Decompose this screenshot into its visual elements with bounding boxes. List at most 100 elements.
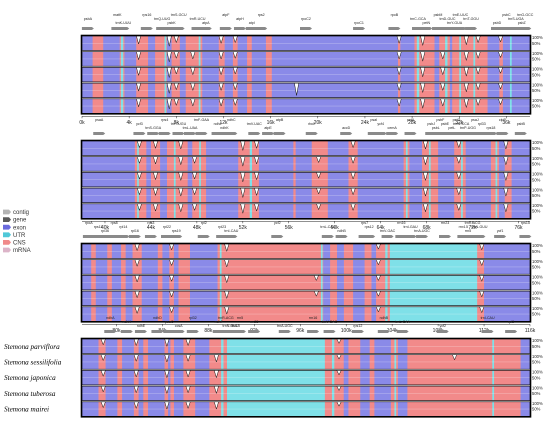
gene-arrow <box>199 27 212 30</box>
gene-label: rpl22 <box>163 225 171 229</box>
identity-dip <box>376 259 381 265</box>
identity-curve <box>134 243 140 252</box>
identity-dip <box>294 83 299 96</box>
y-tick-label: 50% <box>532 344 541 349</box>
y-tick-label: 50% <box>532 88 541 93</box>
gene-label: trnV-UAC <box>247 122 263 126</box>
gene-arrow <box>140 27 153 30</box>
x-tick-label: 84k <box>158 328 167 334</box>
identity-dip <box>167 83 172 94</box>
y-tick-label: 50% <box>532 280 541 285</box>
identity-dip <box>440 83 445 91</box>
identity-dip <box>169 306 174 313</box>
identity-dip <box>218 67 224 75</box>
gene-arrow <box>436 330 449 333</box>
gene-arrow <box>496 132 509 135</box>
identity-curve <box>475 35 481 44</box>
identity-curve <box>153 188 158 197</box>
identity-dip <box>440 51 445 59</box>
identity-curve <box>503 156 509 166</box>
identity-dip <box>423 172 428 181</box>
gene-arrow <box>374 132 387 135</box>
identity-dip <box>101 354 106 361</box>
identity-dip <box>475 83 481 90</box>
gene-label: matK <box>113 13 122 17</box>
identity-dip <box>316 156 321 163</box>
identity-dip <box>464 67 469 77</box>
gene-arrow <box>161 235 174 238</box>
gene-label: rps11 <box>94 225 103 229</box>
identity-dip <box>164 339 170 347</box>
gene-label: trnT-UGU <box>171 122 187 126</box>
identity-dip <box>169 275 174 282</box>
gene-arrow <box>404 132 417 135</box>
gene-arrow <box>340 132 353 135</box>
x-tick-label: 32k <box>455 120 464 126</box>
identity-dip <box>503 141 509 149</box>
identity-curve <box>173 98 179 107</box>
identity-dip <box>136 67 141 76</box>
gene-label: rpoA <box>85 221 93 225</box>
identity-curve <box>164 338 170 348</box>
identity-dip <box>336 354 342 360</box>
identity-dip <box>240 156 246 167</box>
identity-curve <box>375 243 381 250</box>
identity-curve <box>169 275 175 282</box>
identity-curve <box>166 35 172 47</box>
identity-curve <box>254 203 260 212</box>
gene-label: atpA <box>202 21 210 25</box>
identity-curve <box>475 83 481 91</box>
identity-curve <box>396 51 402 60</box>
gene-arrow <box>432 27 445 30</box>
identity-dip <box>452 354 457 360</box>
panel-frame <box>80 337 532 418</box>
identity-curve <box>136 98 142 108</box>
identity-dip <box>153 141 158 149</box>
gene-label: psbE <box>441 122 450 126</box>
identity-dip <box>479 291 484 297</box>
x-tick-label: 88k <box>204 328 213 334</box>
legend-label: mRNA <box>13 248 31 254</box>
identity-dip <box>420 51 425 62</box>
gene-arrow <box>271 235 284 238</box>
legend-swatch <box>3 209 11 215</box>
gene-label: rpoC2 <box>301 17 311 21</box>
identity-curve <box>479 291 485 298</box>
gene-arrow <box>158 132 171 135</box>
gene-label: rps16 <box>142 13 151 17</box>
identity-dip <box>185 370 191 377</box>
y-tick-label: 50% <box>532 41 541 46</box>
identity-dip <box>224 275 229 283</box>
y-tick-label: 100% <box>532 259 543 264</box>
gene-label: rrn5 <box>237 316 243 320</box>
legend-label: CNS <box>13 241 26 247</box>
gene-arrow <box>396 330 409 333</box>
identity-curve <box>218 35 224 45</box>
identity-curve <box>192 156 198 165</box>
gene-arrow <box>273 132 286 135</box>
identity-curve <box>213 370 219 379</box>
identity-dip <box>185 339 191 346</box>
gene-label: rrn4.5 <box>459 225 468 229</box>
identity-dip <box>134 370 139 377</box>
identity-dip <box>498 51 503 58</box>
identity-curve <box>396 67 402 76</box>
identity-curve <box>456 140 462 149</box>
identity-curve <box>479 259 485 267</box>
identity-curve <box>475 98 481 107</box>
identity-dip <box>396 83 402 91</box>
y-tick-label: 50% <box>532 72 541 77</box>
identity-curve <box>254 188 260 197</box>
identity-curve <box>169 243 175 251</box>
gene-label: trnT-GGU <box>463 17 479 21</box>
identity-curve <box>213 386 219 395</box>
identity-dip <box>101 339 106 345</box>
identity-dip <box>101 401 106 408</box>
gene-label: psaC <box>165 320 174 324</box>
gene-label: psbL <box>432 126 440 130</box>
gene-arrow <box>133 132 146 135</box>
gene-label: petA <box>407 118 415 122</box>
identity-curve <box>463 98 469 108</box>
identity-curve <box>316 156 322 164</box>
